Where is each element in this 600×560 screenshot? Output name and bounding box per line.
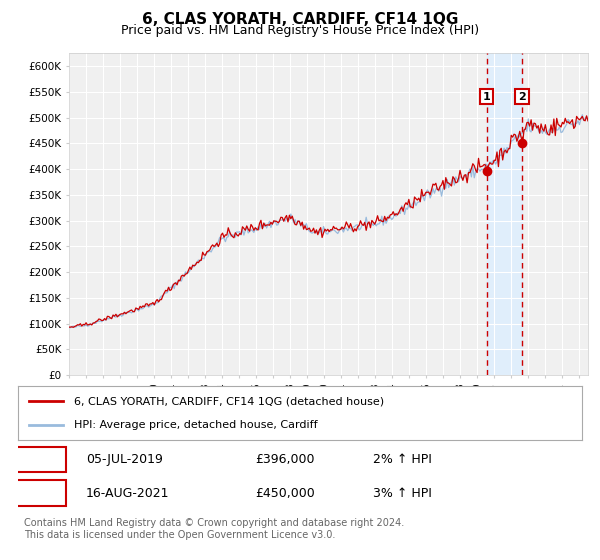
Text: 2: 2 [34, 487, 42, 500]
Text: 3% ↑ HPI: 3% ↑ HPI [373, 487, 432, 500]
Bar [487, 53, 522, 375]
Text: 1: 1 [483, 92, 490, 102]
Text: HPI: Average price, detached house, Cardiff: HPI: Average price, detached house, Card… [74, 419, 318, 430]
FancyBboxPatch shape [10, 446, 66, 473]
Text: £396,000: £396,000 [255, 453, 314, 466]
Text: £450,000: £450,000 [255, 487, 314, 500]
Text: 05-JUL-2019: 05-JUL-2019 [86, 453, 163, 466]
Text: 1: 1 [34, 453, 42, 466]
Text: Price paid vs. HM Land Registry's House Price Index (HPI): Price paid vs. HM Land Registry's House … [121, 24, 479, 36]
Text: Contains HM Land Registry data © Crown copyright and database right 2024.
This d: Contains HM Land Registry data © Crown c… [24, 518, 404, 540]
Text: 2: 2 [518, 92, 526, 102]
Text: 6, CLAS YORATH, CARDIFF, CF14 1QG (detached house): 6, CLAS YORATH, CARDIFF, CF14 1QG (detac… [74, 396, 385, 407]
Text: 16-AUG-2021: 16-AUG-2021 [86, 487, 169, 500]
FancyBboxPatch shape [10, 480, 66, 506]
Text: 2% ↑ HPI: 2% ↑ HPI [373, 453, 432, 466]
Text: 6, CLAS YORATH, CARDIFF, CF14 1QG: 6, CLAS YORATH, CARDIFF, CF14 1QG [142, 12, 458, 27]
